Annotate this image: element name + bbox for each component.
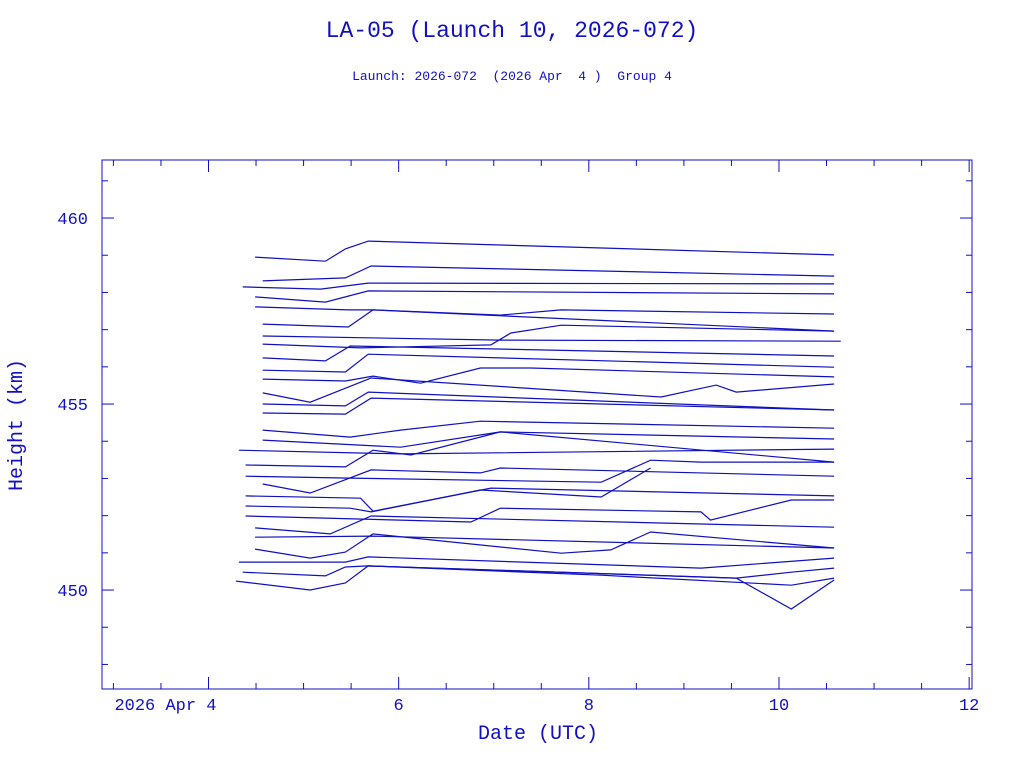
x-tick-label: 2026 Apr 4 <box>114 697 216 716</box>
series-line-obj-3 <box>242 282 835 290</box>
series-line-obj-16 <box>262 431 835 448</box>
series-line-obj-20 <box>245 459 835 483</box>
series-line-obj-9 <box>262 345 835 362</box>
x-tick-label: 6 <box>394 697 404 716</box>
series-line-obj-25 <box>255 535 835 549</box>
series-line-obj-17 <box>238 448 835 455</box>
plot-frame <box>101 159 973 690</box>
series-line-obj-13 <box>262 391 835 411</box>
series-line-obj-15 <box>262 420 835 438</box>
series-line-obj-1 <box>255 240 835 262</box>
y-tick-label: 455 <box>57 397 88 416</box>
x-tick-label: 12 <box>959 697 979 716</box>
series-line-obj-11 <box>262 367 835 384</box>
series-line-obj-30 <box>368 565 835 586</box>
series-line-obj-2 <box>262 265 835 282</box>
y-tick-label: 450 <box>57 583 88 602</box>
x-axis-label: Date (UTC) <box>478 723 598 746</box>
series-line-obj-10 <box>262 353 835 373</box>
chart-title: LA-05 (Launch 10, 2026-072) <box>326 18 699 44</box>
series-line-obj-7 <box>262 335 841 342</box>
axis-ticks <box>102 160 972 689</box>
axis-tick-labels: 2026 Apr 4 6 8 10 12 450 455 460 <box>57 211 979 716</box>
series-line-obj-26 <box>255 531 835 559</box>
series-line-obj-19 <box>262 467 835 494</box>
series-line-obj-14 <box>262 397 835 415</box>
series-line-obj-27 <box>238 556 835 569</box>
series-line-obj-24 <box>255 515 835 535</box>
series-line-obj-12 <box>262 377 835 403</box>
y-tick-label: 460 <box>57 211 88 230</box>
x-tick-label: 8 <box>584 697 594 716</box>
series-line-obj-22 <box>245 467 651 513</box>
x-tick-label: 10 <box>769 697 789 716</box>
series-line-obj-5 <box>255 306 835 316</box>
series-line-obj-8 <box>262 324 835 349</box>
y-axis-label: Height (km) <box>6 359 29 491</box>
series-line-obj-4 <box>255 290 835 303</box>
chart-subtitle: Launch: 2026-072 (2026 Apr 4 ) Group 4 <box>352 69 672 84</box>
series-group <box>236 240 841 610</box>
series-line-obj-18 <box>245 431 835 468</box>
series-line-obj-23 <box>245 499 835 523</box>
series-line-obj-6 <box>262 309 835 332</box>
